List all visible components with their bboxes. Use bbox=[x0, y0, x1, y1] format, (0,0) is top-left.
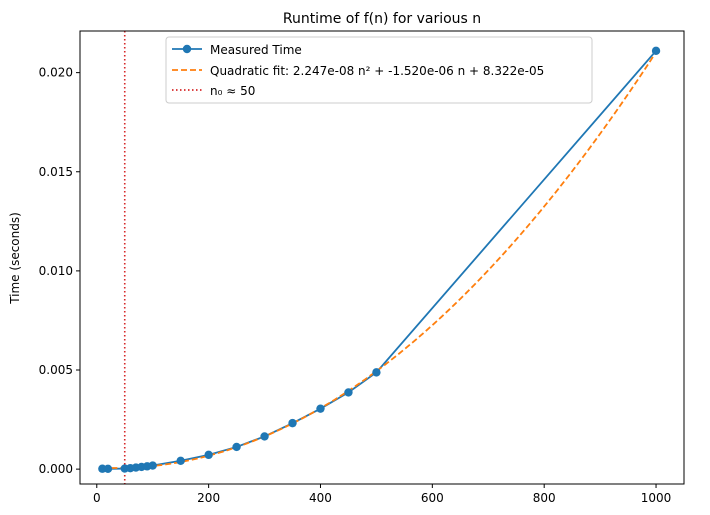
x-tick-label: 400 bbox=[309, 491, 332, 505]
measured-point bbox=[288, 418, 297, 428]
legend-label-measured: Measured Time bbox=[210, 43, 302, 57]
legend: Measured Time Quadratic fit: 2.247e-08 n… bbox=[165, 36, 593, 104]
x-tick-label: 600 bbox=[421, 491, 444, 505]
measured-point bbox=[232, 442, 241, 452]
x-tick-label: 0 bbox=[93, 491, 101, 505]
legend-label-n0: n₀ ≈ 50 bbox=[210, 84, 255, 98]
measured-point bbox=[344, 388, 353, 397]
measured-point bbox=[260, 432, 269, 441]
measured-point bbox=[103, 464, 113, 474]
plot-area bbox=[98, 31, 661, 484]
measured-point bbox=[204, 450, 213, 460]
x-axis-ticks: 0 200 400 600 800 1000 bbox=[93, 484, 671, 505]
y-tick-label: 0.015 bbox=[39, 165, 73, 179]
y-tick-label: 0.020 bbox=[39, 66, 73, 80]
quadratic-fit-line bbox=[102, 51, 657, 469]
y-tick-label: 0.000 bbox=[39, 462, 73, 476]
measured-point bbox=[372, 368, 381, 377]
measured-point bbox=[148, 461, 157, 470]
measured-time-line bbox=[102, 50, 657, 470]
plot-frame bbox=[79, 30, 685, 485]
x-tick-label: 1000 bbox=[641, 491, 672, 505]
legend-box bbox=[165, 36, 593, 104]
chart-title: Runtime of f(n) for various n bbox=[283, 11, 481, 27]
measured-point bbox=[651, 46, 661, 56]
measured-point bbox=[176, 456, 185, 466]
legend-label-fit: Quadratic fit: 2.247e-08 n² + -1.520e-06… bbox=[210, 64, 544, 78]
y-axis-ticks: 0.000 0.005 0.010 0.015 0.020 bbox=[39, 66, 80, 476]
y-tick-label: 0.005 bbox=[39, 363, 73, 377]
y-axis-label: Time (seconds) bbox=[8, 212, 22, 305]
x-axis-label: n bbox=[378, 513, 386, 515]
measured-point bbox=[316, 404, 325, 413]
legend-marker-measured bbox=[182, 44, 192, 54]
y-tick-label: 0.010 bbox=[39, 264, 73, 278]
x-tick-label: 200 bbox=[197, 491, 220, 505]
x-tick-label: 800 bbox=[533, 491, 556, 505]
